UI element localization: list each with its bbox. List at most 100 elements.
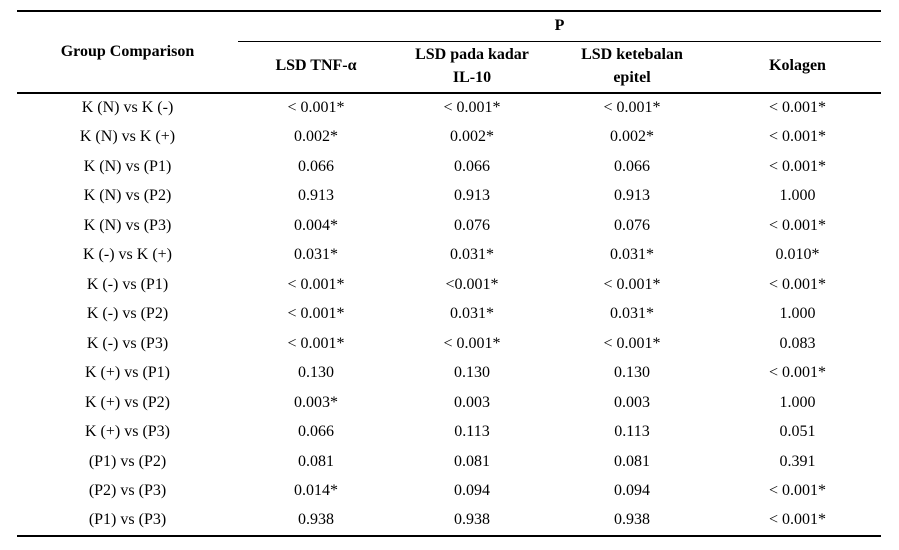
p-value-cell: 0.066 [298,423,334,441]
p-value-cell: < 0.001* [603,99,661,117]
p-value-cell: 0.031* [450,305,494,323]
table-row: K (-) vs K (+) 0.031* 0.031* 0.031* 0.010* [17,241,881,271]
subheader-kolagen: Kolagen [714,41,882,94]
p-value-cell: 1.000 [779,187,816,205]
p-value-cell: < 0.001* [287,275,345,293]
p-value-cell: 0.391 [779,452,816,470]
row-label: K (-) vs (P2) [86,305,169,323]
p-value-cell: < 0.001* [769,99,827,117]
table-body: K (N) vs K (-) < 0.001* < 0.001* < 0.001* < … [17,93,881,536]
lsd-pvalue-table: Group Comparison P LSD TNF-α LSD pada ka… [17,10,882,537]
p-value-cell: 0.083 [779,334,816,352]
table-row: (P1) vs (P2) 0.081 0.081 0.081 0.391 [17,447,881,477]
row-label: K (-) vs (P1) [86,275,169,293]
p-value-cell: < 0.001* [769,128,827,146]
p-value-cell: < 0.001* [769,511,827,529]
p-value-cell: 0.076 [454,216,490,234]
p-value-cell: 0.130 [454,364,490,382]
table-row: K (+) vs (P3) 0.066 0.113 0.113 0.051 [17,418,881,448]
p-value-cell: < 0.001* [769,157,827,175]
group-comparison-header: Group Comparison [17,11,238,94]
p-value-cell: 0.938 [298,511,334,529]
p-value-cell: < 0.001* [443,99,501,117]
p-value-cell: <0.001* [445,275,499,293]
p-value-cell: 1.000 [779,305,816,323]
p-value-cell: 0.938 [454,511,490,529]
row-label: K (-) vs K (+) [83,246,172,264]
p-value-cell: < 0.001* [769,364,827,382]
p-value-cell: 0.913 [614,187,650,205]
table-row: (P1) vs (P3) 0.938 0.938 0.938 < 0.001* [17,506,881,536]
p-value-cell: 0.031* [610,246,654,264]
p-value-cell: < 0.001* [603,334,661,352]
p-value-cell: < 0.001* [287,334,345,352]
table-row: K (+) vs (P2) 0.003* 0.003 0.003 1.000 [17,388,881,418]
table-row: K (+) vs (P1) 0.130 0.130 0.130 < 0.001* [17,359,881,389]
row-label: (P1) vs (P3) [88,511,167,529]
p-value-cell: 0.031* [610,305,654,323]
table-row: (P2) vs (P3) 0.014* 0.094 0.094 < 0.001* [17,477,881,507]
p-header: P [238,11,882,42]
p-value-cell: 1.000 [779,393,816,411]
p-value-cell: 0.081 [454,452,490,470]
p-value-cell: < 0.001* [603,275,661,293]
p-value-cell: 0.081 [298,452,334,470]
p-value-cell: < 0.001* [769,482,827,500]
p-value-cell: 0.002* [610,128,654,146]
p-value-cell: 0.066 [454,157,490,175]
p-value-cell: 0.031* [294,246,338,264]
row-label: K (N) vs K (+) [79,128,176,146]
p-value-cell: 0.002* [450,128,494,146]
table-row: K (-) vs (P2) < 0.001* 0.031* 0.031* 1.000 [17,300,881,330]
row-label: K (N) vs (P2) [83,187,172,205]
row-label: K (+) vs (P3) [84,423,170,441]
p-value-cell: 0.066 [614,157,650,175]
p-value-cell: 0.913 [454,187,490,205]
p-value-cell: 0.130 [614,364,650,382]
row-label: (P2) vs (P3) [88,482,167,500]
p-value-cell: 0.938 [614,511,650,529]
p-value-cell: < 0.001* [443,334,501,352]
p-value-cell: < 0.001* [769,275,827,293]
p-value-cell: 0.051 [779,423,816,441]
p-value-cell: 0.076 [614,216,650,234]
p-value-cell: 0.081 [614,452,650,470]
p-value-cell: 0.913 [298,187,334,205]
row-label: (P1) vs (P2) [88,452,167,470]
subheader-lsd-ketebalan-epitel: LSD ketebalan epitel [550,41,714,94]
p-value-cell: 0.003 [614,393,650,411]
table-row: K (-) vs (P1) < 0.001* <0.001* < 0.001* < 0.… [17,270,881,300]
row-label: K (N) vs (P1) [83,157,172,175]
table-row: K (N) vs (P2) 0.913 0.913 0.913 1.000 [17,182,881,212]
table-row: K (N) vs K (+) 0.002* 0.002* 0.002* < 0.001* [17,123,881,153]
table-row: K (N) vs K (-) < 0.001* < 0.001* < 0.001* < … [17,93,881,123]
p-value-cell: 0.003* [294,393,338,411]
p-header-row: Group Comparison P [17,11,882,94]
row-label: K (N) vs (P3) [83,216,172,234]
subheader-lsd-tnf-alpha: LSD TNF-α [238,41,394,94]
row-label: K (N) vs K (-) [81,99,174,117]
p-value-cell: 0.094 [454,482,490,500]
p-value-cell: 0.003 [454,393,490,411]
subheader-row: LSD TNF-α LSD pada kadar IL-10 LSD keteb… [17,41,882,94]
table-header: Group Comparison P LSD TNF-α LSD pada ka… [17,11,882,94]
p-value-cell: 0.002* [294,128,338,146]
p-value-cell: 0.066 [298,157,334,175]
subheader-lsd-il10: LSD pada kadar IL-10 [394,41,550,94]
row-label: K (+) vs (P1) [84,364,170,382]
p-value-cell: 0.113 [614,423,650,441]
p-value-cell: 0.113 [454,423,490,441]
table-row: K (N) vs (P3) 0.004* 0.076 0.076 < 0.001* [17,211,881,241]
p-value-cell: 0.094 [614,482,650,500]
p-value-cell: 0.014* [294,482,338,500]
row-label: K (-) vs (P3) [86,334,169,352]
p-value-cell: 0.010* [775,246,820,264]
statistics-table: Group Comparison P LSD TNF-α LSD pada ka… [17,10,882,537]
p-value-cell: 0.031* [450,246,494,264]
p-value-cell: < 0.001* [769,216,827,234]
p-value-cell: < 0.001* [287,99,345,117]
table-row: K (-) vs (P3) < 0.001* < 0.001* < 0.001* 0.0… [17,329,881,359]
row-label: K (+) vs (P2) [84,393,170,411]
table-row: K (N) vs (P1) 0.066 0.066 0.066 < 0.001* [17,152,881,182]
p-value-cell: 0.130 [298,364,334,382]
